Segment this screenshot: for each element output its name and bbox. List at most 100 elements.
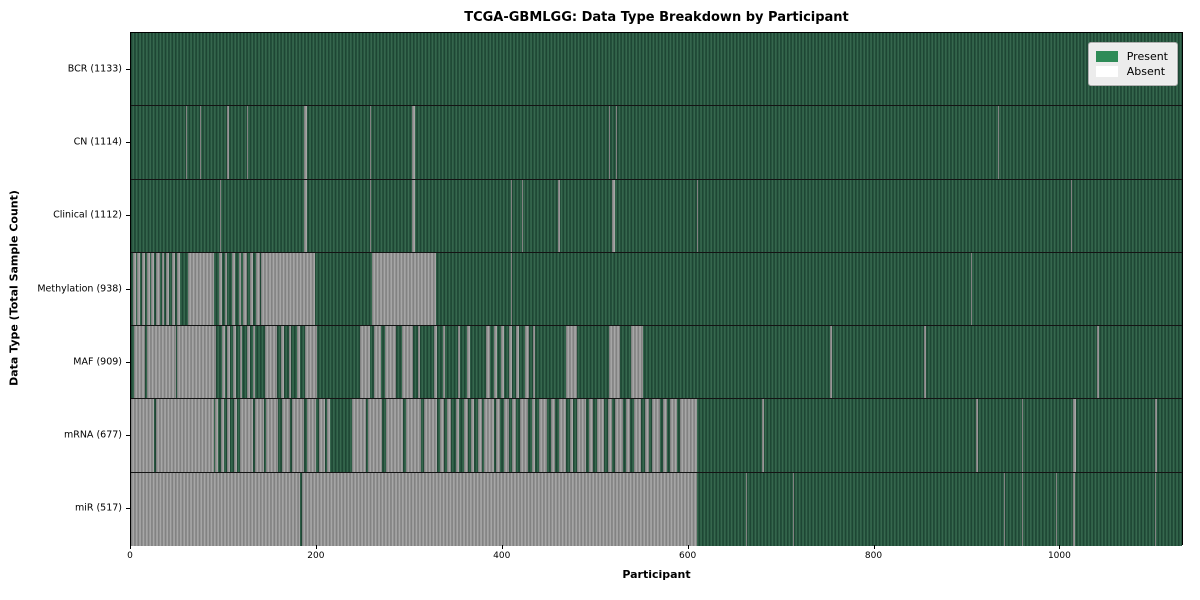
present-swatch-icon [1095, 51, 1118, 62]
absent-segment [1096, 326, 1099, 399]
chart-title: TCGA-GBMLGG: Data Type Breakdown by Part… [464, 10, 849, 25]
absent-segment [455, 399, 460, 472]
absent-segment [199, 106, 201, 179]
absent-segment [569, 399, 574, 472]
absent-segment [970, 252, 972, 326]
absent-segment [151, 252, 155, 326]
absent-segment [264, 326, 277, 399]
absent-segment [434, 326, 438, 399]
absent-segment [417, 326, 421, 399]
absent-segment [219, 252, 222, 326]
absent-segment [239, 326, 243, 399]
x-tick-label: 0 [127, 551, 133, 561]
absent-segment [608, 326, 620, 399]
absent-segment [401, 326, 413, 399]
absent-segment [761, 399, 764, 472]
absent-segment [457, 326, 461, 399]
absent-segment [471, 399, 475, 472]
absent-segment [439, 399, 444, 472]
absent-segment [187, 252, 215, 326]
y-tick-mark [126, 288, 130, 290]
absent-segment [1070, 179, 1072, 252]
absent-segment [652, 399, 660, 472]
absent-segment [493, 326, 498, 399]
absent-segment [256, 252, 260, 326]
absent-segment [266, 399, 279, 472]
absent-segment [616, 106, 618, 179]
absent-segment [303, 179, 308, 252]
absent-segment [511, 252, 513, 326]
absent-segment [232, 252, 235, 326]
absent-segment [696, 179, 698, 252]
absent-segment [246, 326, 250, 399]
absent-segment [374, 326, 381, 399]
absent-segment [1021, 399, 1024, 472]
absent-segment [220, 399, 224, 472]
absent-segment [303, 106, 308, 179]
absent-segment [221, 326, 225, 399]
y-tick-label-Clinical: Clinical (1112) [53, 209, 122, 221]
absent-segment [288, 326, 292, 399]
absent-segment [663, 399, 668, 472]
absent-segment [156, 252, 160, 326]
x-axis-label: Participant [622, 568, 691, 581]
absent-segment [607, 399, 612, 472]
absent-segment [249, 252, 254, 326]
absent-segment [830, 326, 833, 399]
legend-label-absent: Absent [1126, 65, 1166, 78]
absent-segment [557, 179, 560, 252]
absent-segment [501, 326, 504, 399]
absent-segment [680, 399, 697, 472]
y-tick-label-mRNA: mRNA (677) [63, 429, 122, 441]
absent-segment [146, 326, 176, 399]
absent-segment [442, 326, 446, 399]
absent-segment [171, 252, 175, 326]
absent-segment [615, 399, 623, 472]
absent-segment [558, 399, 567, 472]
y-tick-mark [126, 435, 130, 437]
absent-segment [1021, 472, 1023, 546]
x-tick-mark [687, 545, 689, 549]
absent-segment [177, 326, 217, 399]
y-tick-label-Methylation: Methylation (938) [37, 283, 122, 294]
y-tick-label-CN: CN (1114) [73, 136, 122, 148]
absent-segment [512, 399, 516, 472]
absent-segment [370, 106, 372, 179]
absent-segment [1073, 472, 1076, 546]
absent-segment [608, 106, 610, 179]
y-tick-mark [126, 508, 130, 510]
absent-segment [531, 399, 536, 472]
absent-segment [137, 252, 141, 326]
absent-segment [161, 252, 165, 326]
absent-segment [484, 399, 494, 472]
y-tick-label-BCR: BCR (1133) [67, 63, 122, 75]
absent-segment [405, 399, 422, 472]
row-band-mRNA [131, 399, 1182, 473]
x-tick-mark [501, 545, 503, 549]
absent-segment [464, 399, 468, 472]
absent-segment [486, 326, 490, 399]
absent-segment [1055, 472, 1057, 546]
x-tick-mark [130, 545, 131, 549]
absent-segment [746, 472, 748, 546]
absent-segment [412, 179, 415, 252]
absent-segment [246, 106, 248, 179]
absent-segment [644, 399, 649, 472]
absent-segment [255, 399, 264, 472]
y-tick-mark [126, 215, 130, 217]
absent-segment [227, 399, 231, 472]
absent-segment [156, 399, 214, 472]
row-band-CN [131, 106, 1182, 180]
absent-segment [360, 326, 371, 399]
x-tick-mark [873, 545, 875, 549]
absent-segment [215, 399, 219, 472]
row-band-BCR [131, 33, 1182, 107]
absent-segment [477, 399, 482, 472]
row-band-MAF [131, 326, 1182, 400]
absent-segment [131, 399, 155, 472]
absent-segment [386, 399, 403, 472]
absent-segment [226, 106, 230, 179]
absent-segment [508, 326, 513, 399]
absent-segment [1073, 399, 1077, 472]
